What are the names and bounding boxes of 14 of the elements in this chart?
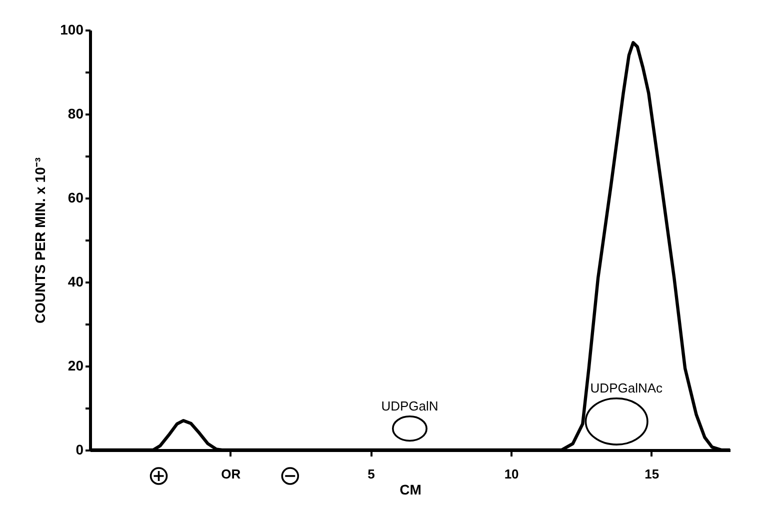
y-tick-label: 100 [60, 22, 84, 38]
y-tick-label: 80 [68, 106, 84, 122]
y-tick-label: 40 [68, 274, 84, 290]
x-tick-label: OR [221, 466, 242, 482]
x-tick-label: 5 [368, 466, 375, 482]
y-tick-label: 20 [68, 358, 84, 374]
y-tick-label: 60 [68, 190, 84, 206]
y-tick-label: 0 [76, 442, 84, 458]
x-tick-label: 10 [504, 466, 519, 482]
annotation: UDPGalNAc [590, 380, 664, 396]
x-tick-label: 15 [644, 466, 660, 482]
x-axis-title: CM [400, 482, 422, 498]
annotation: UDPGalN [381, 398, 438, 414]
y-axis-title: COUNTS PER MIN. x 10⁻³ [32, 157, 48, 324]
